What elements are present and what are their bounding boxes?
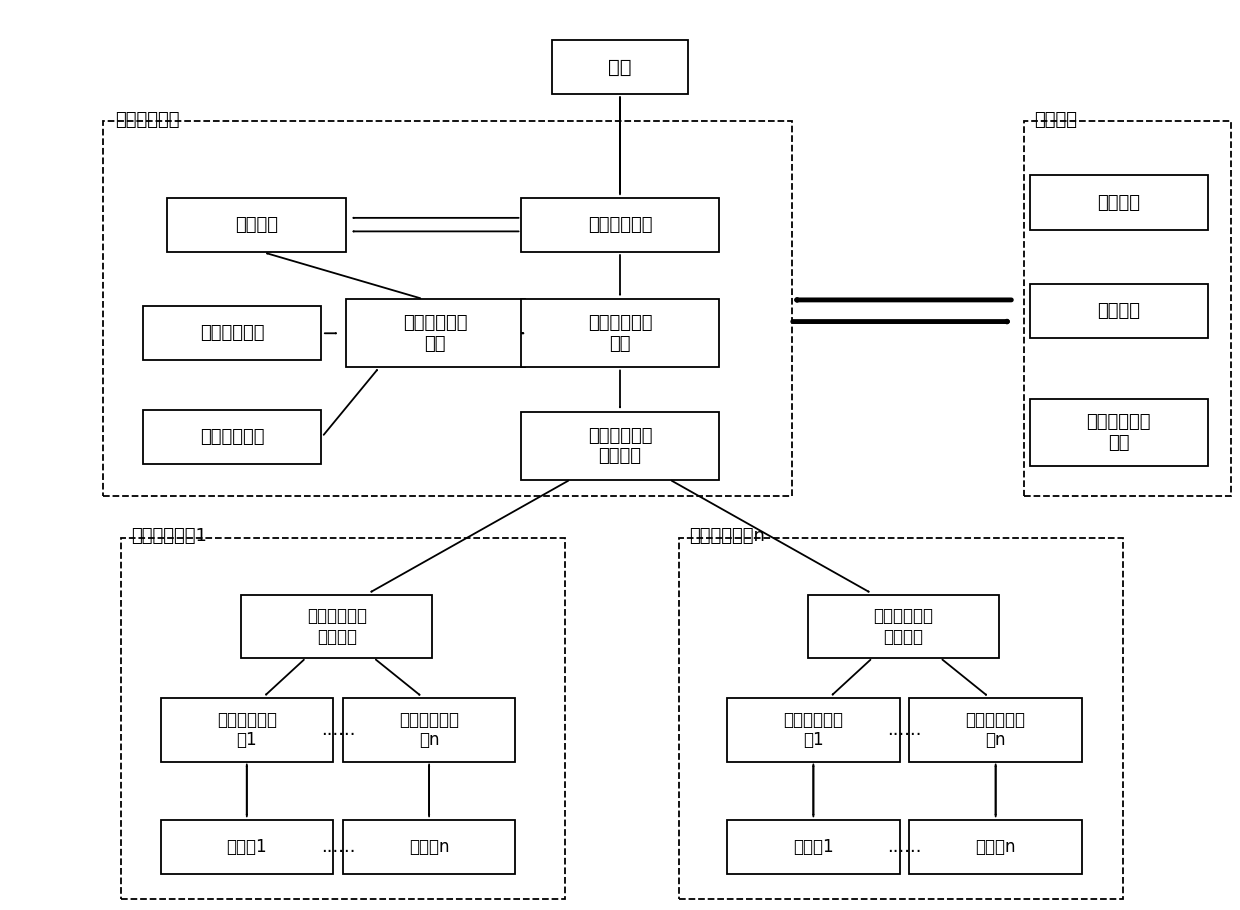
Bar (909, 820, 1081, 875)
Text: 逆变器1: 逆变器1 (227, 838, 267, 856)
Text: 逆变器n: 逆变器n (976, 838, 1016, 856)
Text: 录波单元: 录波单元 (236, 216, 278, 234)
Bar (122, 538, 564, 898)
Text: ......: ...... (888, 721, 921, 739)
Bar (1029, 284, 1208, 338)
Bar (161, 820, 334, 875)
Text: ......: ...... (321, 838, 355, 856)
Bar (242, 595, 433, 658)
Text: 调度: 调度 (609, 57, 631, 76)
Bar (1029, 176, 1208, 229)
Text: 区域级控制器n: 区域级控制器n (689, 527, 765, 545)
Text: 逆变器n: 逆变器n (409, 838, 449, 856)
Text: 逆变器控制单
元1: 逆变器控制单 元1 (217, 711, 277, 750)
Bar (343, 820, 516, 875)
Bar (727, 699, 899, 762)
Bar (167, 198, 346, 252)
Text: 频率扰动单元: 频率扰动单元 (200, 428, 264, 446)
Text: 逆变器控制单
元1: 逆变器控制单 元1 (784, 711, 843, 750)
Bar (346, 299, 525, 367)
Text: 监控后台: 监控后台 (1034, 111, 1076, 128)
Bar (909, 699, 1081, 762)
Text: 区域有功功率
分配单元: 区域有功功率 分配单元 (873, 607, 934, 646)
Bar (103, 121, 792, 496)
Text: ......: ...... (888, 838, 921, 856)
Text: 录波结果分析
单元: 录波结果分析 单元 (1086, 413, 1151, 452)
Bar (1024, 121, 1231, 496)
Bar (522, 299, 718, 367)
Bar (143, 307, 321, 360)
Text: 逆变器控制单
元n: 逆变器控制单 元n (399, 711, 459, 750)
Text: 显示单元: 显示单元 (1097, 194, 1141, 211)
Text: 信号采集单元: 信号采集单元 (200, 324, 264, 342)
Bar (522, 198, 718, 252)
Bar (343, 699, 516, 762)
Text: ......: ...... (321, 721, 355, 739)
Bar (161, 699, 334, 762)
Bar (143, 410, 321, 464)
Text: 全厂有功功率
分配单元: 全厂有功功率 分配单元 (588, 427, 652, 465)
Bar (807, 595, 998, 658)
Text: 站控级控制器: 站控级控制器 (115, 111, 180, 128)
Bar (680, 538, 1122, 898)
Bar (522, 412, 718, 480)
Text: 有功功率计算
单元: 有功功率计算 单元 (588, 314, 652, 353)
Text: 逆变器1: 逆变器1 (794, 838, 833, 856)
Bar (552, 40, 688, 95)
Text: 区域级控制器1: 区域级控制器1 (131, 527, 207, 545)
Text: 一次调频处理
单元: 一次调频处理 单元 (403, 314, 467, 353)
Text: 远动通信单元: 远动通信单元 (588, 216, 652, 234)
Text: 控制单元: 控制单元 (1097, 302, 1141, 319)
Text: 区域有功功率
分配单元: 区域有功功率 分配单元 (306, 607, 367, 646)
Text: 逆变器控制单
元n: 逆变器控制单 元n (966, 711, 1025, 750)
Bar (727, 820, 899, 875)
Bar (1029, 399, 1208, 466)
